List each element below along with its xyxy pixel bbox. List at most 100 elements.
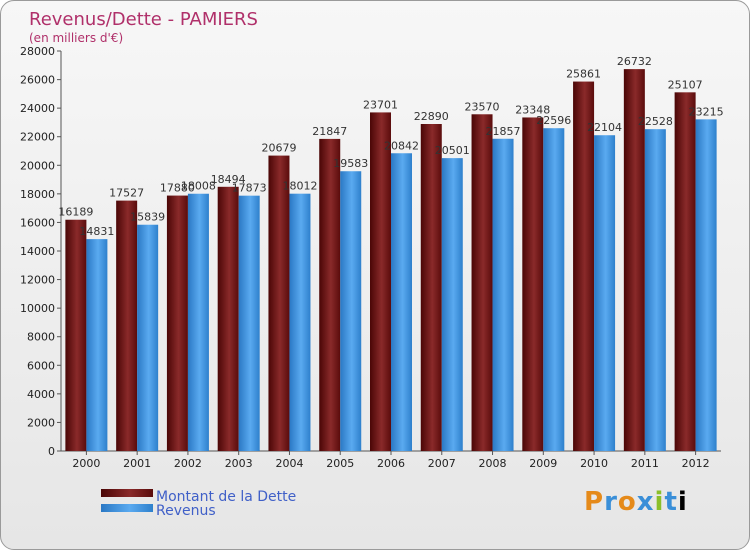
bar-revenus: [289, 193, 311, 451]
chart-title: Revenus/Dette - PAMIERS: [29, 9, 258, 30]
logo-letter-p: P: [584, 487, 605, 517]
value-label: 23701: [363, 98, 398, 111]
bar-dette: [65, 219, 87, 451]
x-tick-label: 2002: [174, 457, 202, 470]
bar-dette: [471, 114, 493, 452]
x-tick-label: 2000: [72, 457, 100, 470]
y-tick-label: 4000: [27, 388, 55, 401]
x-tick-label: 2011: [631, 457, 659, 470]
y-tick-label: 0: [48, 445, 55, 458]
x-tick-label: 2003: [225, 457, 253, 470]
y-tick-label: 26000: [20, 74, 55, 87]
value-label: 22890: [414, 110, 449, 123]
value-label: 26732: [617, 55, 652, 68]
bar-dette: [573, 81, 595, 452]
logo-letter-t: t: [664, 487, 678, 517]
bar-revenus: [695, 119, 717, 451]
value-label: 23570: [465, 100, 500, 113]
value-label: 21847: [312, 125, 347, 138]
bar-dette: [268, 155, 290, 452]
value-label: 17880: [160, 182, 195, 195]
bar-dette: [166, 195, 188, 451]
bar-dette: [674, 92, 696, 451]
legend-swatch-debt: [101, 489, 153, 497]
x-tick-label: 2009: [529, 457, 557, 470]
value-label: 15839: [130, 211, 165, 224]
bars: [65, 69, 717, 452]
bar-dette: [370, 112, 391, 452]
bar-revenus: [86, 239, 108, 451]
bar-revenus: [543, 128, 565, 451]
bar-dette: [319, 138, 341, 451]
bar-revenus: [441, 158, 463, 451]
y-tick-label: 12000: [20, 274, 55, 287]
bar-revenus: [391, 153, 412, 451]
value-label: 25107: [668, 78, 703, 91]
x-tick-label: 2005: [326, 457, 354, 470]
proxiti-logo: Proxiti: [584, 487, 688, 517]
x-tick-label: 2001: [123, 457, 151, 470]
x-tick-label: 2012: [682, 457, 710, 470]
value-label: 23348: [515, 103, 550, 116]
bar-dette: [420, 124, 442, 451]
value-label: 20679: [261, 142, 296, 155]
y-tick-label: 2000: [27, 416, 55, 429]
x-tick-label: 2007: [428, 457, 456, 470]
value-label: 19583: [333, 157, 368, 170]
value-label: 22528: [638, 115, 673, 128]
logo-letter-r: r: [604, 487, 618, 517]
x-tick-label: 2006: [377, 457, 405, 470]
bar-dette: [522, 117, 544, 451]
value-label: 23215: [689, 105, 724, 118]
x-tick-label: 2004: [275, 457, 303, 470]
value-label: 21857: [486, 125, 521, 138]
bar-revenus: [238, 195, 260, 451]
logo-letter-i: i: [654, 487, 665, 517]
bar-revenus: [644, 129, 666, 451]
axes: 0 2000 4000 6000 8000 10000 12000 14000 16000 180…: [20, 45, 721, 470]
y-tick-label: 18000: [20, 188, 55, 201]
y-tick-label: 16000: [20, 216, 55, 229]
value-label: 20842: [384, 139, 419, 152]
y-tick-label: 20000: [20, 159, 55, 172]
x-tick-label: 2008: [479, 457, 507, 470]
value-label: 22104: [587, 121, 622, 134]
value-label: 22596: [536, 114, 571, 127]
value-label: 18494: [211, 173, 246, 186]
value-label: 16189: [58, 206, 93, 219]
y-tick-label: 28000: [20, 45, 55, 58]
bar-revenus: [492, 138, 514, 451]
y-tick-label: 22000: [20, 131, 55, 144]
value-label: 17527: [109, 187, 144, 200]
value-label: 17873: [232, 182, 267, 195]
logo-letter-i2: i: [677, 487, 688, 517]
y-tick-label: 8000: [27, 331, 55, 344]
y-tick-label: 14000: [20, 245, 55, 258]
legend: Montant de la Dette Revenus: [101, 489, 296, 519]
value-label: 20501: [435, 144, 470, 157]
value-label: 18008: [181, 180, 216, 193]
bar-revenus: [340, 171, 362, 451]
x-tick-label: 2010: [580, 457, 608, 470]
value-label: 14831: [79, 225, 114, 238]
legend-swatch-revenus: [101, 504, 153, 512]
logo-letter-x: x: [636, 487, 655, 517]
bar-dette: [116, 200, 138, 451]
bar-revenus: [137, 224, 159, 451]
logo-letter-o: o: [617, 487, 637, 517]
bar-dette: [623, 69, 645, 451]
legend-label-revenus: Revenus: [156, 503, 216, 519]
bar-revenus: [187, 193, 209, 451]
value-labels: 16189 14831 17527 15839 17880180081849417873…: [58, 55, 723, 238]
value-label: 18012: [282, 180, 317, 193]
bar-dette: [217, 186, 239, 452]
y-tick-label: 10000: [20, 302, 55, 315]
y-tick-label: 24000: [20, 102, 55, 115]
bar-revenus: [594, 135, 616, 451]
value-label: 25861: [566, 68, 601, 81]
chart-subtitle: (en milliers d'€): [29, 31, 123, 45]
legend-label-debt: Montant de la Dette: [156, 489, 296, 505]
y-tick-label: 6000: [27, 359, 55, 372]
